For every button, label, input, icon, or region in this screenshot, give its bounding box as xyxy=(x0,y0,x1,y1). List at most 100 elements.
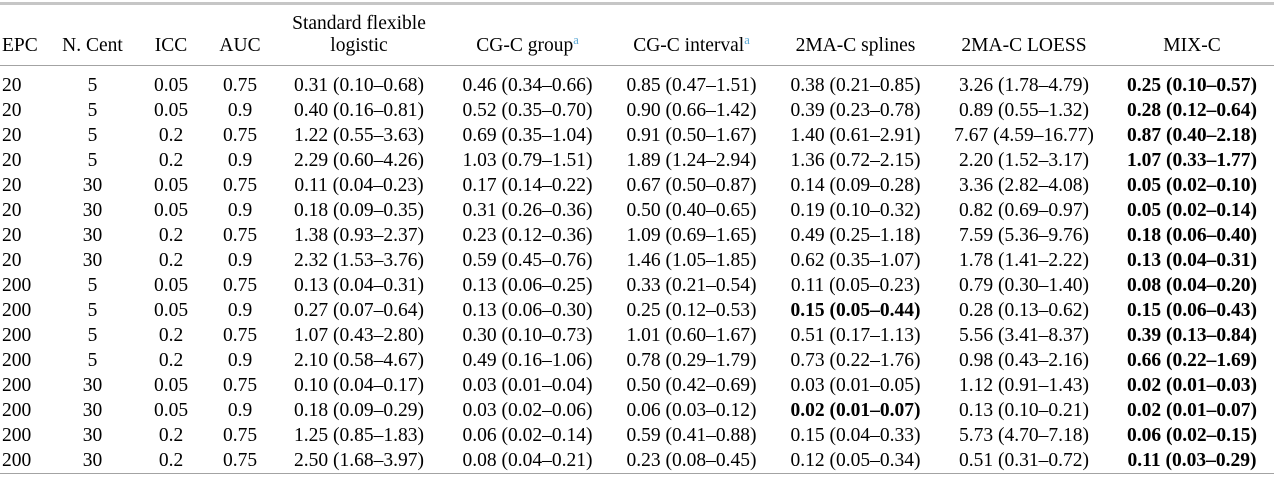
cell-cgc-group: 0.13 (0.06–0.30) xyxy=(462,300,593,321)
cell-cgc-group: 0.46 (0.34–0.66) xyxy=(462,75,593,96)
cell-icc: 0.2 xyxy=(158,125,184,146)
cell-2mac-splines: 0.15 (0.05–0.44) xyxy=(790,300,921,321)
cell-2mac-loess: 7.59 (5.36–9.76) xyxy=(959,225,1089,246)
table-row: 20 5 0.2 0.9 2.29 (0.60–4.26) 1.03 (0.79–1.51… xyxy=(0,148,1274,173)
cell-2mac-splines: 0.02 (0.01–0.07) xyxy=(790,400,921,421)
cell-cgc-group: 0.31 (0.26–0.36) xyxy=(462,200,593,221)
cell-std-flex-logistic: 0.40 (0.16–0.81) xyxy=(294,100,424,121)
cell-cgc-group: 0.08 (0.04–0.21) xyxy=(462,450,593,471)
cell-2mac-splines: 0.11 (0.05–0.23) xyxy=(790,275,921,296)
cell-cgc-interval: 0.50 (0.42–0.69) xyxy=(626,375,757,396)
table-body: 20 5 0.05 0.75 0.31 (0.10–0.68) 0.46 (0.34–0.… xyxy=(0,66,1274,474)
cell-epc: 200 xyxy=(2,450,32,471)
table-row: 20 30 0.2 0.9 2.32 (1.53–3.76) 0.59 (0.45–0.7… xyxy=(0,248,1274,273)
cell-2mac-loess: 3.26 (1.78–4.79) xyxy=(959,75,1089,96)
cell-n-cent: 5 xyxy=(87,150,98,171)
cell-icc: 0.2 xyxy=(158,450,184,471)
table-row: 200 30 0.2 0.75 2.50 (1.68–3.97) 0.08 (0.04–0… xyxy=(0,448,1274,474)
cell-mix-c: 0.11 (0.03–0.29) xyxy=(1127,450,1257,471)
cell-2mac-splines: 0.12 (0.05–0.34) xyxy=(790,450,921,471)
cell-2mac-loess: 3.36 (2.82–4.08) xyxy=(959,175,1089,196)
cell-2mac-loess: 2.20 (1.52–3.17) xyxy=(959,150,1089,171)
cell-2mac-splines: 0.19 (0.10–0.32) xyxy=(790,200,921,221)
cell-epc: 20 xyxy=(2,225,22,246)
cell-n-cent: 30 xyxy=(82,175,103,196)
column-header-label: CG-C interval xyxy=(633,35,745,57)
cell-cgc-group: 0.17 (0.14–0.22) xyxy=(462,175,593,196)
cell-std-flex-logistic: 0.11 (0.04–0.23) xyxy=(294,175,424,196)
cell-2mac-splines: 1.40 (0.61–2.91) xyxy=(790,125,921,146)
cell-2mac-loess: 0.13 (0.10–0.21) xyxy=(959,400,1089,421)
header-row: EPC N. Cent ICC AUC Standard flexible lo… xyxy=(0,3,1274,66)
table-row: 20 5 0.2 0.75 1.22 (0.55–3.63) 0.69 (0.35–1.0… xyxy=(0,123,1274,148)
cell-auc: 0.75 xyxy=(222,375,258,396)
table-row: 200 30 0.2 0.75 1.25 (0.85–1.83) 0.06 (0.02–0… xyxy=(0,423,1274,448)
cell-n-cent: 5 xyxy=(87,100,98,121)
cell-icc: 0.05 xyxy=(153,400,189,421)
cell-2mac-loess: 0.79 (0.30–1.40) xyxy=(959,275,1089,296)
cell-n-cent: 5 xyxy=(87,75,98,96)
cell-mix-c: 0.02 (0.01–0.07) xyxy=(1127,400,1257,421)
cell-auc: 0.9 xyxy=(227,300,253,321)
results-table-container: EPC N. Cent ICC AUC Standard flexible lo… xyxy=(0,2,1274,474)
cell-mix-c: 0.66 (0.22–1.69) xyxy=(1127,350,1257,371)
cell-mix-c: 0.25 (0.10–0.57) xyxy=(1127,75,1257,96)
cell-epc: 200 xyxy=(2,375,32,396)
cell-cgc-interval: 1.09 (0.69–1.65) xyxy=(626,225,757,246)
cell-cgc-group: 0.06 (0.02–0.14) xyxy=(462,425,593,446)
cell-2mac-loess: 5.56 (3.41–8.37) xyxy=(959,325,1089,346)
cell-2mac-loess: 0.89 (0.55–1.32) xyxy=(959,100,1089,121)
column-header-n-cent: N. Cent xyxy=(50,3,135,66)
table-row: 20 30 0.05 0.9 0.18 (0.09–0.35) 0.31 (0.26–0.… xyxy=(0,198,1274,223)
cell-2mac-splines: 0.51 (0.17–1.13) xyxy=(790,325,921,346)
cell-epc: 20 xyxy=(2,100,22,121)
cell-2mac-splines: 0.62 (0.35–1.07) xyxy=(790,250,921,271)
cell-n-cent: 30 xyxy=(82,200,103,221)
cell-mix-c: 0.15 (0.06–0.43) xyxy=(1127,300,1257,321)
cell-icc: 0.2 xyxy=(158,425,184,446)
cell-n-cent: 5 xyxy=(87,275,98,296)
cell-std-flex-logistic: 0.18 (0.09–0.29) xyxy=(294,400,424,421)
cell-2mac-splines: 0.73 (0.22–1.76) xyxy=(790,350,921,371)
cell-mix-c: 0.13 (0.04–0.31) xyxy=(1127,250,1257,271)
cell-epc: 200 xyxy=(2,425,32,446)
cell-n-cent: 5 xyxy=(87,325,98,346)
cell-cgc-interval: 0.91 (0.50–1.67) xyxy=(626,125,757,146)
cell-n-cent: 30 xyxy=(82,250,103,271)
cell-std-flex-logistic: 0.13 (0.04–0.31) xyxy=(294,275,424,296)
cell-std-flex-logistic: 1.38 (0.93–2.37) xyxy=(294,225,424,246)
cell-epc: 20 xyxy=(2,125,22,146)
cell-auc: 0.75 xyxy=(222,275,258,296)
cell-2mac-splines: 0.49 (0.25–1.18) xyxy=(790,225,921,246)
cell-cgc-interval: 0.67 (0.50–0.87) xyxy=(626,175,757,196)
cell-n-cent: 30 xyxy=(82,400,103,421)
column-header-label: AUC xyxy=(219,35,261,57)
column-header-std-flex-logistic: Standard flexible logistic xyxy=(273,3,445,66)
cell-std-flex-logistic: 2.32 (1.53–3.76) xyxy=(294,250,424,271)
column-header-cgc-group: CG-C groupa xyxy=(445,3,610,66)
cell-std-flex-logistic: 0.31 (0.10–0.68) xyxy=(294,75,424,96)
cell-icc: 0.05 xyxy=(153,375,189,396)
cell-cgc-interval: 1.01 (0.60–1.67) xyxy=(626,325,757,346)
cell-2mac-splines: 0.15 (0.04–0.33) xyxy=(790,425,921,446)
column-header-label: Standard flexible logistic xyxy=(292,13,426,57)
column-header-label: ICC xyxy=(154,35,188,57)
column-header-epc: EPC xyxy=(0,3,50,66)
cell-cgc-group: 1.03 (0.79–1.51) xyxy=(462,150,593,171)
column-header-cgc-interval: CG-C intervala xyxy=(610,3,773,66)
table-row: 200 5 0.2 0.75 1.07 (0.43–2.80) 0.30 (0.10–0.… xyxy=(0,323,1274,348)
cell-cgc-interval: 0.23 (0.08–0.45) xyxy=(626,450,757,471)
cell-mix-c: 0.28 (0.12–0.64) xyxy=(1127,100,1257,121)
cell-cgc-group: 0.13 (0.06–0.25) xyxy=(462,275,593,296)
cell-mix-c: 0.05 (0.02–0.10) xyxy=(1127,175,1257,196)
cell-cgc-group: 0.30 (0.10–0.73) xyxy=(462,325,593,346)
table-row: 20 5 0.05 0.9 0.40 (0.16–0.81) 0.52 (0.35–0.7… xyxy=(0,98,1274,123)
cell-std-flex-logistic: 2.10 (0.58–4.67) xyxy=(294,350,424,371)
cell-epc: 200 xyxy=(2,400,32,421)
cell-cgc-interval: 0.85 (0.47–1.51) xyxy=(626,75,757,96)
cell-mix-c: 0.02 (0.01–0.03) xyxy=(1127,375,1257,396)
cell-cgc-interval: 0.06 (0.03–0.12) xyxy=(626,400,757,421)
cell-mix-c: 0.06 (0.02–0.15) xyxy=(1127,425,1257,446)
cell-cgc-group: 0.23 (0.12–0.36) xyxy=(462,225,593,246)
cell-icc: 0.05 xyxy=(153,200,189,221)
